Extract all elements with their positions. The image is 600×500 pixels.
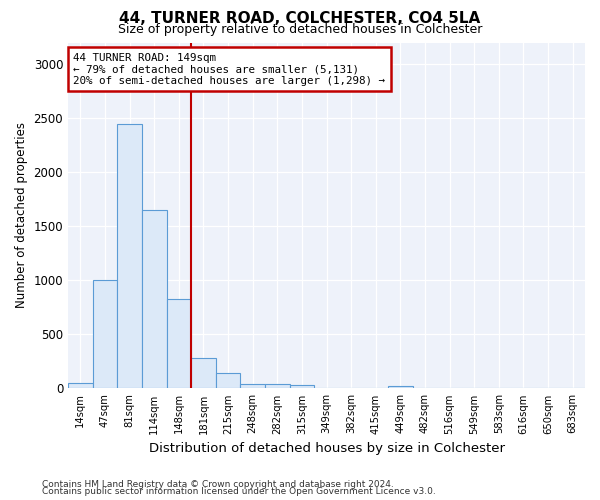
Text: Size of property relative to detached houses in Colchester: Size of property relative to detached ho… [118,22,482,36]
Bar [68,383,92,388]
Text: 44 TURNER ROAD: 149sqm
← 79% of detached houses are smaller (5,131)
20% of semi-: 44 TURNER ROAD: 149sqm ← 79% of detached… [73,53,385,86]
Text: Contains public sector information licensed under the Open Government Licence v3: Contains public sector information licen… [42,487,436,496]
Bar [191,358,216,388]
Bar [388,386,413,388]
Bar [216,374,241,388]
Bar [117,124,142,388]
Y-axis label: Number of detached properties: Number of detached properties [15,122,28,308]
Bar [92,280,117,388]
Bar [290,385,314,388]
Text: 44, TURNER ROAD, COLCHESTER, CO4 5LA: 44, TURNER ROAD, COLCHESTER, CO4 5LA [119,11,481,26]
Bar [142,210,167,388]
Bar [265,384,290,388]
Bar [167,298,191,388]
Bar [241,384,265,388]
X-axis label: Distribution of detached houses by size in Colchester: Distribution of detached houses by size … [149,442,505,455]
Text: Contains HM Land Registry data © Crown copyright and database right 2024.: Contains HM Land Registry data © Crown c… [42,480,394,489]
